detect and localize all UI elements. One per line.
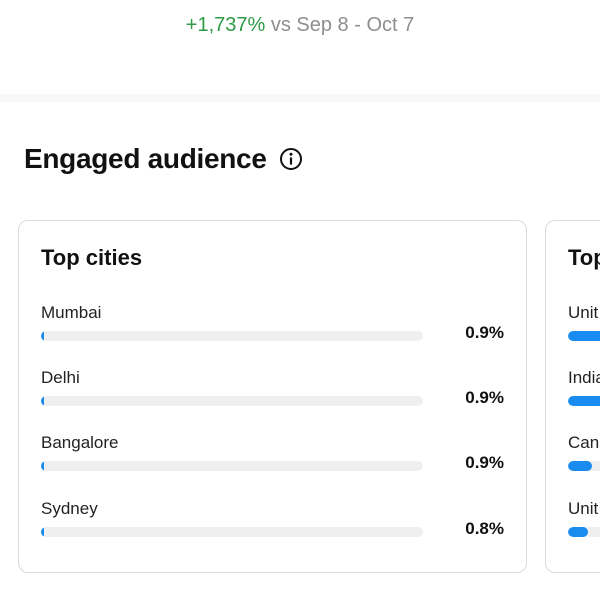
city-percent: 0.9% [465,453,504,472]
country-name: Unit [568,499,599,518]
city-row: Delhi 0.9% [41,368,526,418]
city-bar-track [41,461,423,471]
city-percent: 0.8% [465,519,504,538]
city-bar-track [41,331,423,341]
country-row: India [568,368,600,418]
country-bar-fill [568,527,588,537]
country-bar-fill [568,461,592,471]
country-bar-track [568,396,600,406]
country-name: Can [568,433,600,452]
city-row: Bangalore 0.9% [41,433,526,483]
country-row: Unit [568,499,600,549]
card-title: Top cities [41,245,143,270]
country-bar-fill [568,331,600,341]
country-bar-track [568,527,600,537]
country-bar-track [568,461,600,471]
section-divider [0,94,600,102]
section-title: Engaged audience [24,143,267,174]
country-row: Unit [568,303,600,353]
city-name: Delhi [41,368,80,387]
city-name: Mumbai [41,303,102,322]
city-percent: 0.9% [465,388,504,407]
info-icon[interactable] [279,147,303,171]
city-bar-fill [41,461,45,471]
card-title: Top [568,245,600,270]
country-bar-track [568,331,600,341]
city-name: Sydney [41,499,98,518]
city-bar-track [41,527,423,537]
city-name: Bangalore [41,433,119,452]
section-header: Engaged audience [24,142,303,176]
country-name: Unit [568,303,599,322]
top-countries-card: Top Unit India Can Unit [545,220,600,573]
comparison-period: vs Sep 8 - Oct 7 [270,14,415,36]
city-bar-fill [41,331,45,341]
country-row: Can [568,433,600,483]
city-bar-fill [41,527,45,537]
top-cities-card: Top cities Mumbai 0.9% Delhi 0.9% Bangal… [18,220,527,573]
city-bar-track [41,396,423,406]
growth-summary: +1,737% vs Sep 8 - Oct 7 [0,12,600,38]
city-row: Sydney 0.8% [41,499,526,549]
country-name: India [568,368,600,387]
growth-delta: +1,737% [185,14,266,36]
country-bar-fill [568,396,600,406]
city-percent: 0.9% [465,323,504,342]
city-row: Mumbai 0.9% [41,303,526,353]
city-bar-fill [41,396,45,406]
